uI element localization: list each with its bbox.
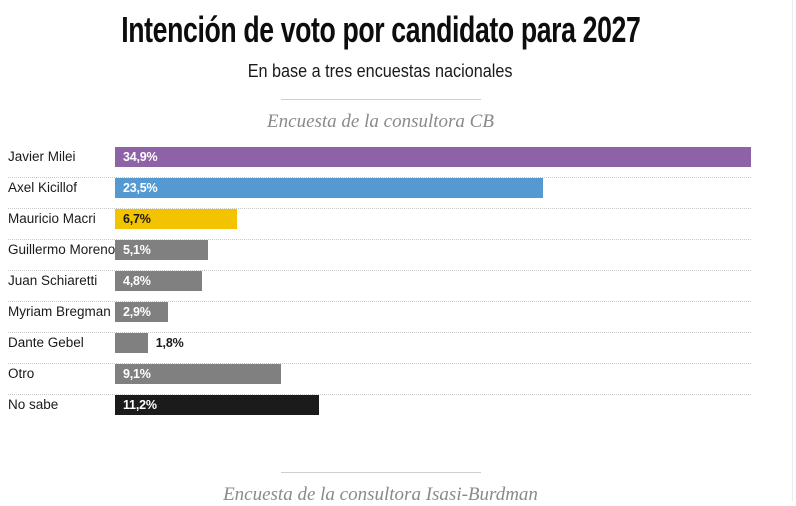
candidate-label: Juan Schiaretti — [8, 273, 98, 288]
bar-value-label: 9,1% — [123, 367, 151, 381]
candidate-label: Myriam Bregman — [8, 304, 111, 319]
bar-guillermo-moreno: 5,1% — [115, 240, 208, 260]
bar-value-label: 23,5% — [123, 181, 158, 195]
chart-row: No sabe 11,2% — [8, 395, 751, 426]
bar-value-label: 6,7% — [123, 212, 151, 226]
bar-no-sabe: 11,2% — [115, 395, 320, 415]
candidate-label: Mauricio Macri — [8, 211, 96, 226]
chart-row: Mauricio Macri 6,7% — [8, 209, 751, 240]
bar-track: 34,9% — [115, 147, 751, 167]
candidate-label: Otro — [8, 366, 35, 381]
bar-track: 23,5% — [115, 178, 751, 198]
page-title: Intención de voto por candidato para 202… — [0, 12, 761, 48]
bar-track: 4,8% — [115, 271, 751, 291]
bar-chart-cb: Javier Milei 34,9% Axel Kicillof 23,5% Mauri… — [8, 147, 751, 426]
bar-value-label: 2,9% — [123, 305, 151, 319]
section-divider-bottom — [280, 472, 481, 473]
candidate-label: Javier Milei — [8, 149, 76, 164]
bar-track: 9,1% — [115, 364, 751, 384]
chart-row: Dante Gebel 1,8% — [8, 333, 751, 364]
section-heading-isasi-burdman: Encuesta de la consultora Isasi-Burdman — [223, 484, 538, 505]
bar-otro: 9,1% — [115, 364, 281, 384]
bar-track: 11,2% — [115, 395, 751, 415]
bar-track: 2,9% — [115, 302, 751, 322]
bar-track: 6,7% — [115, 209, 751, 229]
section-heading-cb: Encuesta de la consultora CB — [267, 111, 494, 132]
bar-juan-schiaretti: 4,8% — [115, 271, 203, 291]
page-subtitle: En base a tres encuestas nacionales — [0, 61, 761, 81]
bar-track: 1,8% — [115, 333, 751, 353]
bar-mauricio-macri: 6,7% — [115, 209, 238, 229]
bar-axel-kicillof: 23,5% — [115, 178, 544, 198]
bar-value-label: 4,8% — [123, 274, 151, 288]
bar-myriam-bregman: 2,9% — [115, 302, 168, 322]
chart-row: Axel Kicillof 23,5% — [8, 178, 751, 209]
chart-row: Juan Schiaretti 4,8% — [8, 271, 751, 302]
bar-value-label: 5,1% — [123, 243, 151, 257]
section-divider-top — [280, 99, 481, 100]
bar-value-label: 1,8% — [155, 336, 184, 350]
bar-track: 5,1% — [115, 240, 751, 260]
bar-dante-gebel: 1,8% — [115, 333, 184, 353]
candidate-label: Axel Kicillof — [8, 180, 78, 195]
candidate-label: Guillermo Moreno — [8, 242, 116, 257]
page-content: Intención de voto por candidato para 202… — [0, 12, 761, 505]
scrollbar[interactable] — [792, 0, 793, 501]
bar-value-label: 11,2% — [123, 398, 157, 412]
bar-value-label: 34,9% — [123, 150, 158, 164]
bar-javier-milei: 34,9% — [115, 147, 751, 167]
chart-row: Guillermo Moreno 5,1% — [8, 240, 751, 271]
candidate-label: Dante Gebel — [8, 335, 84, 350]
chart-row: Otro 9,1% — [8, 364, 751, 395]
chart-row: Javier Milei 34,9% — [8, 147, 751, 178]
chart-row: Myriam Bregman 2,9% — [8, 302, 751, 333]
page-subtitle-text: En base a tres encuestas nacionales — [248, 61, 513, 81]
candidate-label: No sabe — [8, 397, 59, 412]
page-title-text: Intención de voto por candidato para 202… — [120, 9, 641, 50]
